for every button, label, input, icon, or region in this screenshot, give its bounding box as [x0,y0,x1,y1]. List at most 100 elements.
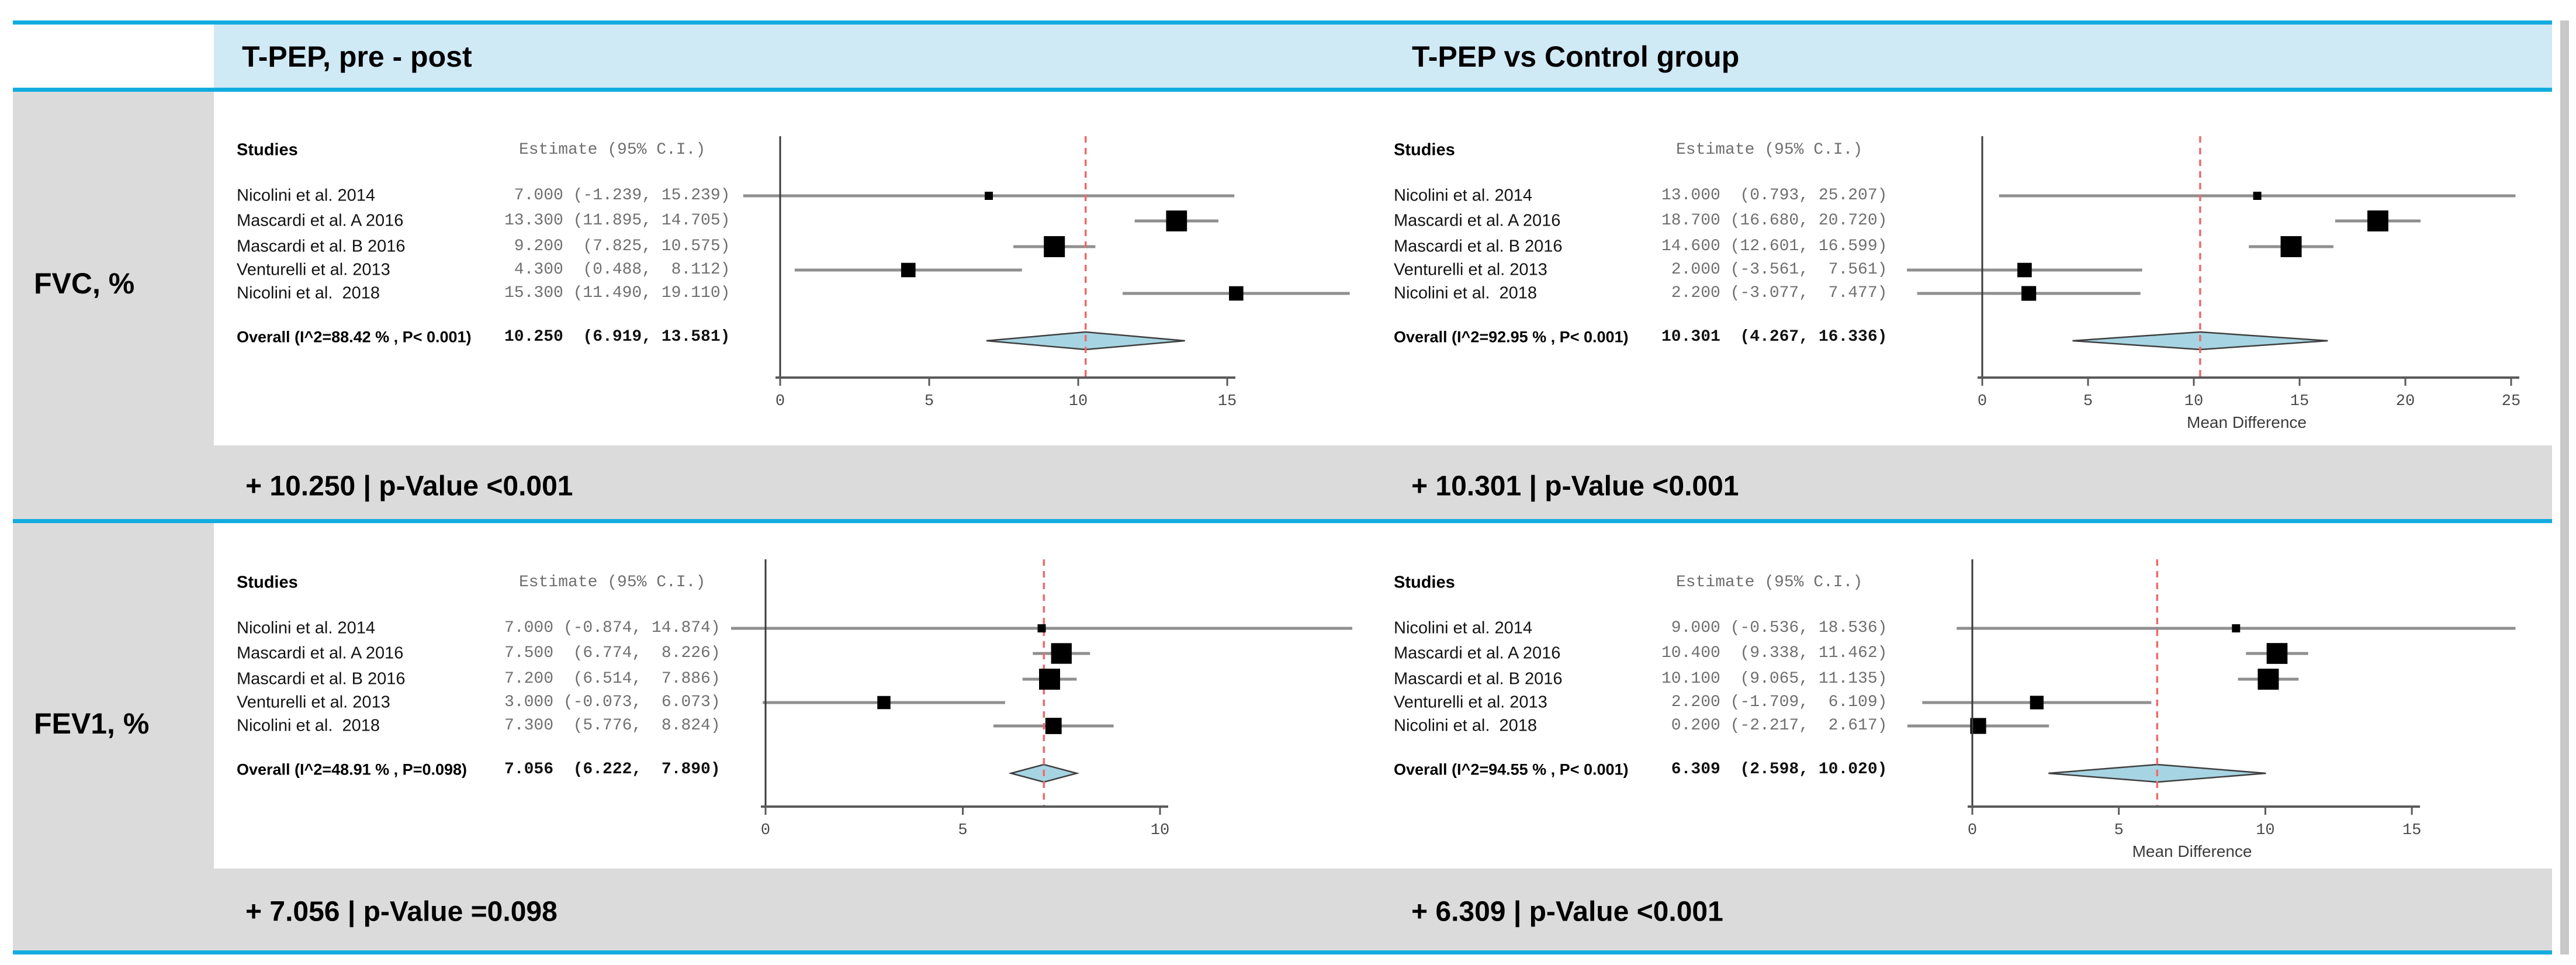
column-header-left: T-PEP, pre - post [242,40,472,73]
study-estimate: 0.200 (-2.217, 2.617) [1661,717,1888,735]
study-estimate: 7.000 (-0.874, 14.874) [504,619,721,637]
study-name: Venturelli et al. 2013 [1394,260,1547,279]
point-marker [2021,286,2037,301]
study-estimate: 2.200 (-3.077, 7.477) [1661,284,1888,302]
study-name: Nicolini et al. 2018 [1394,716,1538,735]
page-edge-strip [2560,20,2569,954]
x-tick-label: 20 [2396,393,2415,410]
study-estimate: 2.200 (-1.709, 6.109) [1661,693,1888,711]
x-tick-label: 5 [2114,822,2124,839]
overall-label: Overall (I^2=94.55 % , P< 0.001) [1394,760,1629,779]
estimate-column-header: Estimate (95% C.I.) [1676,573,1863,592]
study-estimate: 13.300 (11.895, 14.705) [504,212,730,230]
study-estimate: 7.500 (6.774, 8.226) [504,644,721,662]
point-marker [1037,624,1046,632]
study-name: Mascardi et al. A 2016 [237,211,404,230]
summary-fvc-vscontrol: + 10.301 | p-Value <0.001 [1411,471,1739,502]
point-marker [2258,669,2279,690]
point-marker [1228,286,1244,301]
row-label-fvc: FVC, % [34,267,135,300]
study-name: Nicolini et al. 2018 [1394,283,1538,303]
x-tick-label: 5 [925,393,934,410]
study-estimate: 3.000 (-0.073, 6.073) [504,693,721,711]
study-estimate: 10.100 (9.065, 11.135) [1661,670,1888,688]
x-tick-label: 5 [958,822,967,839]
header-bottom-border-line [13,88,2552,92]
point-marker [2266,643,2288,664]
point-marker [2030,696,2044,710]
point-marker [2253,192,2262,200]
point-marker [1166,210,1187,231]
study-name: Venturelli et al. 2013 [237,693,390,712]
header-band [214,25,2552,88]
point-marker [1045,718,1062,734]
x-tick-label: 10 [2184,393,2203,410]
study-name: Nicolini et al. 2014 [1394,618,1532,638]
study-name: Mascardi et al. B 2016 [1394,669,1563,689]
study-name: Nicolini et al. 2018 [237,283,380,303]
point-marker [901,262,916,278]
estimate-column-header: Estimate (95% C.I.) [519,573,706,592]
study-estimate: 4.300 (0.488, 8.112) [504,261,730,279]
x-axis-title: Mean Difference [2187,413,2307,431]
study-name: Mascardi et al. A 2016 [237,644,404,663]
study-estimate: 14.600 (12.601, 16.599) [1661,237,1888,255]
study-name: Nicolini et al. 2014 [237,186,375,205]
overall-estimate: 7.056 (6.222, 7.890) [504,760,721,779]
row-label-fev1: FEV1, % [34,707,150,740]
overall-estimate: 10.301 (4.267, 16.336) [1661,328,1888,346]
study-name: Mascardi et al. B 2016 [1394,237,1563,256]
x-axis-title: Mean Difference [2132,842,2252,860]
point-marker [2280,236,2302,257]
point-marker [985,192,993,200]
point-marker [1051,643,1072,664]
study-name: Nicolini et al. 2014 [1394,186,1532,205]
x-tick-label: 5 [2083,393,2093,410]
overall-label: Overall (I^2=88.42 % , P< 0.001) [237,328,472,346]
x-tick-label: 0 [1968,822,1977,839]
study-estimate: 18.700 (16.680, 20.720) [1661,212,1888,230]
study-estimate: 7.200 (6.514, 7.886) [504,670,721,688]
summary-fev1-vscontrol: + 6.309 | p-Value <0.001 [1411,896,1723,928]
study-estimate: 10.400 (9.338, 11.462) [1661,644,1888,662]
point-marker [2232,624,2241,632]
overall-label: Overall (I^2=48.91 % , P=0.098) [237,760,468,779]
x-tick-label: 15 [1218,393,1237,410]
point-marker [1039,669,1060,690]
overall-estimate: 10.250 (6.919, 13.581) [504,328,730,346]
point-marker [2017,262,2032,278]
point-marker [2367,210,2388,231]
x-tick-label: 10 [1069,393,1088,410]
study-estimate: 2.000 (-3.561, 7.561) [1661,261,1888,279]
studies-column-header: Studies [237,573,298,592]
study-name: Nicolini et al. 2014 [237,618,375,638]
bottom-border-line [13,950,2552,954]
studies-column-header: Studies [237,140,298,160]
study-estimate: 15.300 (11.490, 19.110) [504,284,730,302]
study-name: Venturelli et al. 2013 [237,260,390,279]
studies-column-header: Studies [1394,140,1455,160]
study-name: Mascardi et al. A 2016 [1394,211,1561,230]
overall-estimate: 6.309 (2.598, 10.020) [1661,760,1888,779]
x-tick-label: 10 [1151,822,1169,839]
study-name: Venturelli et al. 2013 [1394,693,1547,712]
summary-fvc-prepost: + 10.250 | p-Value <0.001 [245,471,573,502]
study-estimate: 7.300 (5.776, 8.824) [504,717,721,735]
estimate-column-header: Estimate (95% C.I.) [1676,141,1863,159]
summary-fev1-prepost: + 7.056 | p-Value =0.098 [245,896,558,928]
study-name: Mascardi et al. B 2016 [237,237,406,256]
study-name: Mascardi et al. A 2016 [1394,644,1561,663]
overall-label: Overall (I^2=92.95 % , P< 0.001) [1394,328,1629,346]
mid-border-line [13,519,2552,523]
column-header-right: T-PEP vs Control group [1412,40,1740,73]
x-tick-label: 0 [775,393,785,410]
study-name: Mascardi et al. B 2016 [237,669,406,689]
study-name: Nicolini et al. 2018 [237,716,380,735]
top-border-line [13,20,2552,25]
fev1-plot-panel [214,523,2552,869]
point-marker [877,696,891,710]
study-estimate: 9.000 (-0.536, 18.536) [1661,619,1888,637]
